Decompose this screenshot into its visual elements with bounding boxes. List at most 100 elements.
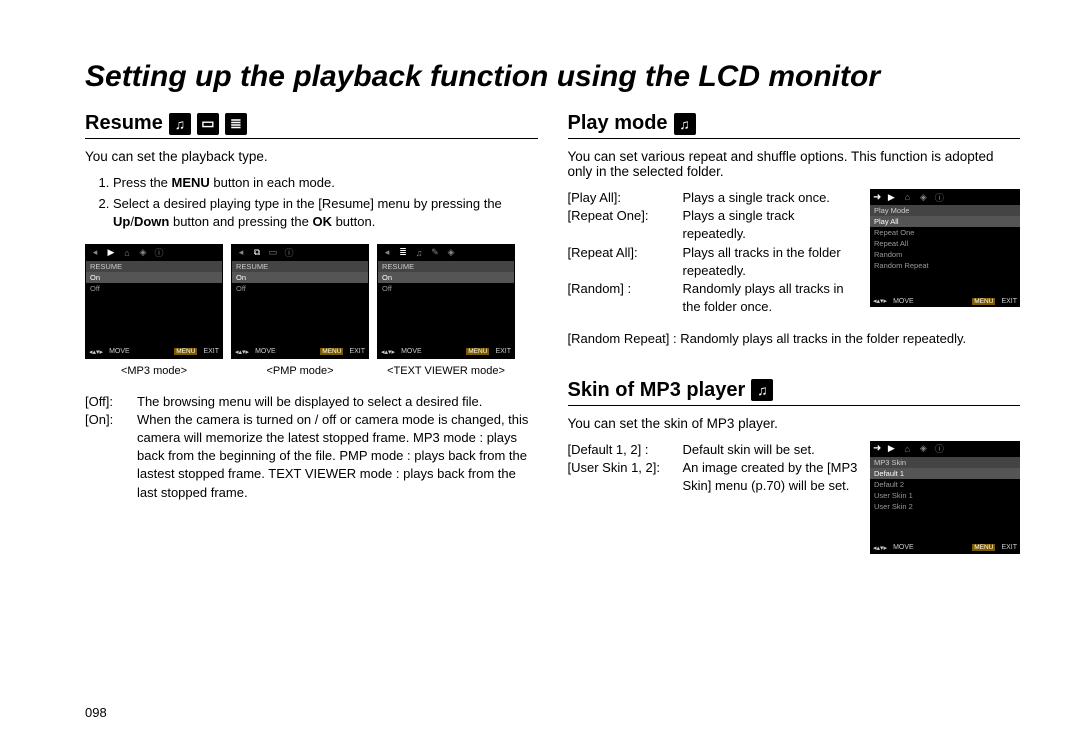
screen-item: Default 1 [870,468,1020,479]
screen-item: Off [86,283,222,294]
def-label: [Off]: [85,393,137,411]
resume-heading-text: Resume [85,112,163,135]
exit-label: EXIT [203,348,219,355]
nav-arrows: ◂▴▾▸ [873,544,887,552]
opt-label: [Default 1, 2] : [568,441,683,459]
opt-desc: Plays a single track repeatedly. [683,207,861,243]
exit-label: EXIT [1001,298,1017,305]
headphone-icon: ♫ [169,113,191,135]
menu-badge: MENU [466,348,489,355]
headphone-icon: ♫ [751,379,773,401]
opt-label: [Repeat One]: [568,207,683,243]
playmode-heading: Play mode ♫ [568,112,1021,139]
def-label: [On]: [85,411,137,502]
screen-item: User Skin 2 [870,501,1020,512]
opt-row: [Random] :Randomly plays all tracks in t… [568,280,861,316]
skin-lead: You can set the skin of MP3 player. [568,416,1021,431]
screen-item: Random Repeat [870,260,1020,271]
playmode-lastline: [Random Repeat] : Randomly plays all tra… [568,330,1021,348]
screen-item: Repeat One [870,227,1020,238]
right-column: Play mode ♫ You can set various repeat a… [568,112,1021,560]
move-label: MOVE [401,348,422,355]
screen-item: Random [870,249,1020,260]
opt-row: [Play All]:Plays a single track once. [568,189,861,207]
screen-item: On [378,272,514,283]
screen-item: Off [378,283,514,294]
screen-header: MP3 Skin [870,457,1020,468]
move-label: MOVE [893,298,914,305]
mode-screens: ◂▶⌂◈ⓘ RESUME On Off ◂▴▾▸MOVEMENUEXIT ◂⧉▭… [85,244,538,359]
skin-heading-text: Skin of MP3 player [568,379,746,402]
opt-row: [Repeat One]:Plays a single track repeat… [568,207,861,243]
nav-arrows: ◂▴▾▸ [235,348,249,356]
caption: <TEXT VIEWER mode> [377,365,515,377]
screen-icon: ▭ [197,113,219,135]
caption: <PMP mode> [231,365,369,377]
text-icon: ≣ [225,113,247,135]
menu-badge: MENU [972,544,995,551]
two-column-layout: Resume ♫ ▭ ≣ You can set the playback ty… [85,112,1020,560]
screen-header: RESUME [232,261,368,272]
opt-row: [User Skin 1, 2]:An image created by the… [568,459,861,495]
opt-desc: Plays all tracks in the folder repeatedl… [683,244,861,280]
resume-lead: You can set the playback type. [85,149,538,164]
def-row: [Off]: The browsing menu will be display… [85,393,538,411]
opt-desc: Randomly plays all tracks in the folder … [683,280,861,316]
exit-label: EXIT [1001,544,1017,551]
screen-header: Play Mode [870,205,1020,216]
playmode-screen: ➜▶⌂◈ⓘ Play Mode Play All Repeat One Repe… [870,189,1020,307]
opt-desc: An image created by the [MP3 Skin] menu … [683,459,861,495]
opt-label: [Repeat All]: [568,244,683,280]
headphone-icon: ♫ [674,113,696,135]
opt-row: [Default 1, 2] :Default skin will be set… [568,441,861,459]
opt-desc: Plays a single track once. [683,189,861,207]
screen-captions: <MP3 mode> <PMP mode> <TEXT VIEWER mode> [85,365,538,377]
caption: <MP3 mode> [85,365,223,377]
exit-label: EXIT [495,348,511,355]
step-1: Press the MENU button in each mode. [113,174,538,192]
skin-options: [Default 1, 2] :Default skin will be set… [568,441,861,496]
screen-item: On [232,272,368,283]
opt-label: [User Skin 1, 2]: [568,459,683,495]
opt-label: [Random] : [568,280,683,316]
move-label: MOVE [255,348,276,355]
playmode-heading-text: Play mode [568,112,668,135]
mp3-mode-screen: ◂▶⌂◈ⓘ RESUME On Off ◂▴▾▸MOVEMENUEXIT [85,244,223,359]
text-viewer-mode-screen: ◂≣♫✎◈ RESUME On Off ◂▴▾▸MOVEMENUEXIT [377,244,515,359]
screen-item: User Skin 1 [870,490,1020,501]
screen-header: RESUME [378,261,514,272]
nav-arrows: ◂▴▾▸ [381,348,395,356]
page-number: 098 [85,705,107,720]
screen-item: Default 2 [870,479,1020,490]
nav-arrows: ◂▴▾▸ [89,348,103,356]
def-desc: The browsing menu will be displayed to s… [137,393,538,411]
screen-header: RESUME [86,261,222,272]
resume-heading: Resume ♫ ▭ ≣ [85,112,538,139]
screen-item: On [86,272,222,283]
screen-item: Repeat All [870,238,1020,249]
playmode-lead: You can set various repeat and shuffle o… [568,149,1021,179]
move-label: MOVE [893,544,914,551]
step-2: Select a desired playing type in the [Re… [113,195,538,231]
nav-arrows: ◂▴▾▸ [873,297,887,305]
left-column: Resume ♫ ▭ ≣ You can set the playback ty… [85,112,538,560]
def-row: [On]: When the camera is turned on / off… [85,411,538,502]
menu-badge: MENU [174,348,197,355]
move-label: MOVE [109,348,130,355]
pmp-mode-screen: ◂⧉▭ⓘ RESUME On Off ◂▴▾▸MOVEMENUEXIT [231,244,369,359]
def-desc: When the camera is turned on / off or ca… [137,411,538,502]
opt-label: [Play All]: [568,189,683,207]
exit-label: EXIT [349,348,365,355]
screen-item: Play All [870,216,1020,227]
opt-desc: Default skin will be set. [683,441,861,459]
playmode-options: [Play All]:Plays a single track once. [R… [568,189,861,316]
opt-row: [Repeat All]:Plays all tracks in the fol… [568,244,861,280]
resume-definitions: [Off]: The browsing menu will be display… [85,393,538,502]
menu-badge: MENU [320,348,343,355]
skin-heading: Skin of MP3 player ♫ [568,379,1021,406]
page-title: Setting up the playback function using t… [85,60,1020,94]
skin-screen: ➜▶⌂◈ⓘ MP3 Skin Default 1 Default 2 User … [870,441,1020,554]
screen-item: Off [232,283,368,294]
resume-steps: Press the MENU button in each mode. Sele… [85,174,538,232]
menu-badge: MENU [972,298,995,305]
